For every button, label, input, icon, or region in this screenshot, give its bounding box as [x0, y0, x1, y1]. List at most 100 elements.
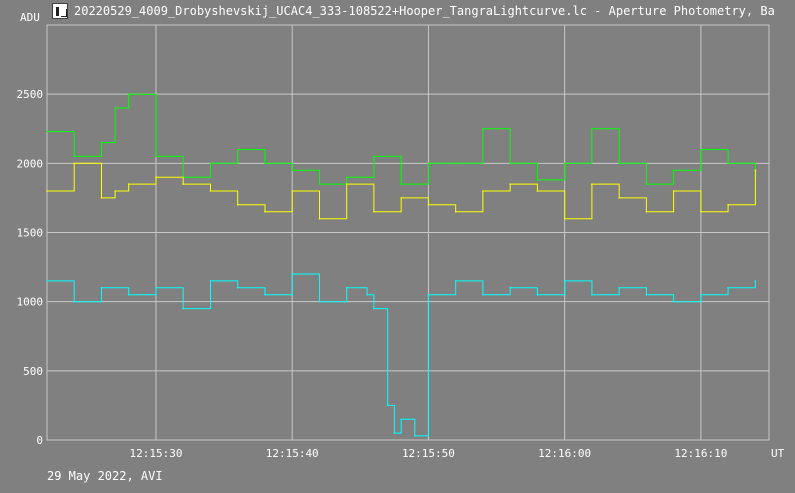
series-0-point: [73, 155, 75, 158]
series-2-point: [182, 307, 184, 310]
series-2-point: [700, 294, 702, 296]
series-1-point: [563, 217, 566, 220]
series-2-point: [727, 287, 729, 289]
series-1-point: [509, 183, 512, 185]
series-line-0: [47, 93, 756, 185]
series-1-point: [754, 169, 757, 172]
series-2-point: [427, 294, 430, 296]
series-1-point: [672, 190, 675, 192]
series-2-point: [127, 294, 130, 296]
series-0-point: [563, 162, 566, 165]
series-0-point: [100, 141, 103, 144]
series-2-point: [454, 280, 457, 282]
series-1-point: [400, 197, 403, 199]
series-2-point: [366, 294, 368, 296]
footer-date-label: 29 May 2022, AVI: [47, 469, 163, 483]
series-2-point: [73, 300, 75, 303]
series-2-point: [155, 287, 157, 289]
series-1-point: [182, 183, 184, 185]
series-2-point: [400, 418, 403, 421]
series-0-point: [454, 162, 457, 165]
series-1-point: [291, 190, 294, 192]
series-0-point: [114, 107, 116, 109]
series-0-point: [46, 130, 48, 133]
series-1-point: [264, 210, 266, 213]
x-axis-unit-label: UT: [771, 447, 785, 460]
series-2-point: [672, 300, 675, 303]
series-0-point: [345, 176, 348, 178]
series-1-point: [155, 176, 157, 178]
series-1-point: [427, 204, 430, 206]
window-title-bar[interactable]: 20220529_4009_Drobyshevskij_UCAC4_333-10…: [0, 0, 795, 22]
series-0-point: [727, 162, 729, 165]
series-2-point: [645, 294, 648, 296]
series-1-point: [127, 183, 130, 185]
series-1-point: [482, 190, 484, 192]
series-2-point: [536, 294, 539, 296]
series-0-point: [509, 162, 512, 165]
series-2-point: [236, 287, 239, 289]
series-0-point: [427, 162, 430, 165]
series-line-2: [47, 273, 756, 437]
series-2-point: [264, 294, 266, 296]
y-tick-label: 1500: [17, 227, 44, 240]
series-0-point: [618, 162, 620, 165]
series-2-point: [46, 280, 48, 282]
y-tick-labels: 0 500 1000 1500 2000 2500: [17, 88, 44, 447]
y-tick-label: 0: [36, 434, 43, 447]
series-2-point: [209, 280, 212, 282]
series-2-point: [345, 287, 348, 289]
series-0-point: [264, 162, 266, 165]
series-2-point: [563, 280, 566, 282]
series-1-point: [618, 197, 620, 199]
series-1-point: [645, 210, 648, 213]
series-0-point: [291, 169, 294, 172]
series-1-point: [700, 210, 702, 213]
series-1-point: [46, 190, 48, 192]
series-1-point: [373, 210, 375, 213]
series-0-point: [591, 128, 593, 130]
window-title: 20220529_4009_Drobyshevskij_UCAC4_333-10…: [74, 4, 775, 18]
series-0-point: [155, 155, 157, 158]
y-tick-label: 500: [23, 365, 43, 378]
series-0-point: [209, 162, 212, 165]
series-0-point: [236, 148, 239, 151]
y-tick-label: 2500: [17, 88, 44, 101]
series-2-point: [393, 432, 396, 434]
series-2-point: [482, 294, 484, 296]
series-2-point: [414, 435, 416, 437]
series-0-point: [536, 179, 539, 181]
series-1-point: [454, 210, 457, 213]
series-1-point: [727, 204, 729, 206]
series-group: [46, 93, 757, 437]
series-2-point: [591, 294, 593, 296]
x-tick-label: 12:16:10: [674, 447, 727, 460]
series-1-point: [345, 183, 348, 185]
series-1-point: [114, 190, 116, 192]
grid-lines: [47, 25, 769, 441]
series-1-point: [73, 162, 75, 165]
series-1-point: [100, 197, 103, 199]
series-0-point: [672, 169, 675, 172]
series-2-point: [100, 287, 103, 289]
y-axis-unit-label: ADU: [20, 11, 40, 24]
series-line-1: [47, 162, 756, 220]
series-0-point: [645, 183, 648, 185]
x-tick-label: 12:15:50: [402, 447, 455, 460]
series-0-point: [700, 148, 702, 151]
series-0-point: [400, 183, 403, 185]
series-0-point: [482, 128, 484, 130]
series-2-point: [318, 300, 321, 303]
series-2-point: [291, 273, 294, 275]
series-1-point: [236, 204, 239, 206]
series-0-point: [127, 93, 130, 95]
series-1-point: [591, 183, 593, 185]
x-tick-label: 12:15:40: [266, 447, 319, 460]
series-2-point: [386, 404, 389, 407]
series-2-point: [754, 280, 757, 282]
series-0-point: [373, 155, 375, 158]
app-icon[interactable]: [52, 3, 68, 19]
y-tick-label: 1000: [17, 296, 44, 309]
series-2-point: [509, 287, 512, 289]
